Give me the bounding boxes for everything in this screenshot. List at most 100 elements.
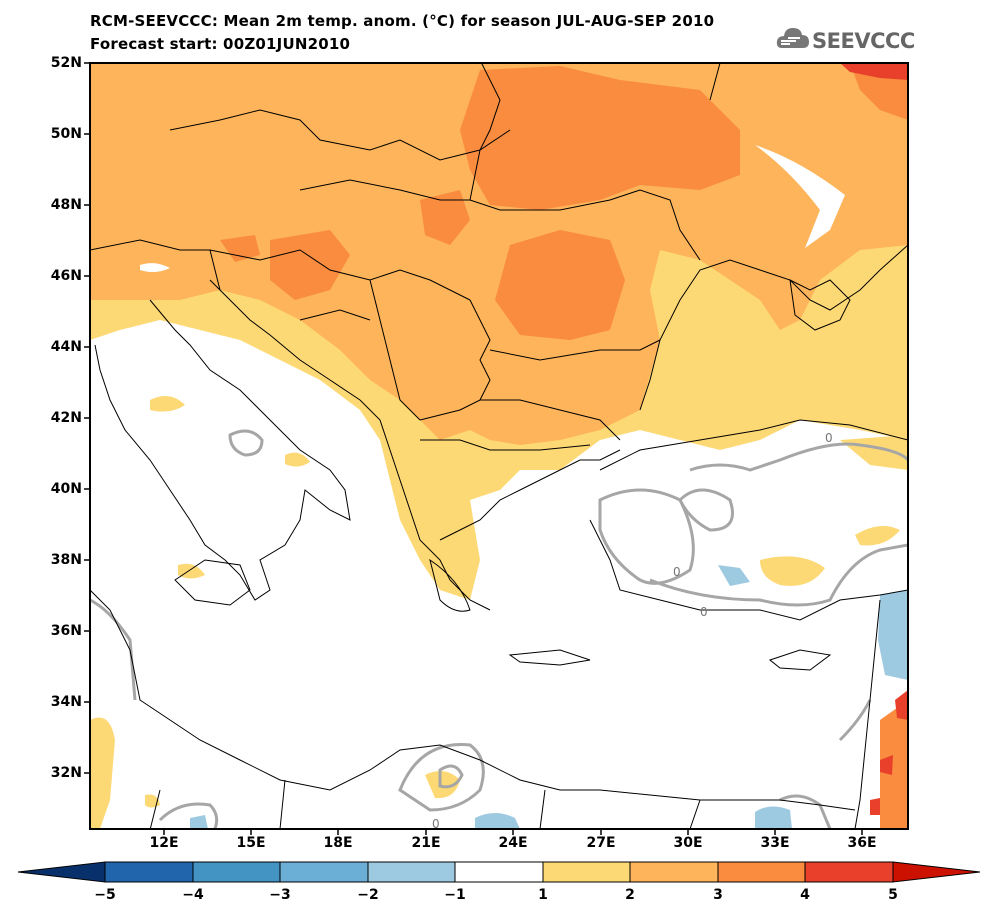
lon-label: 33E — [760, 835, 790, 851]
anomaly-region-3-4 — [420, 190, 470, 245]
anomaly-region-neg-1-2 — [718, 565, 750, 586]
coastline — [768, 649, 832, 671]
colorbar-segment — [104, 861, 194, 883]
colorbar-label: −2 — [357, 887, 379, 903]
anomaly-region-neg-1-2 — [878, 590, 908, 680]
country-border — [419, 399, 621, 441]
lon-label: 18E — [323, 835, 353, 851]
anomaly-region-1-2 — [855, 526, 900, 546]
anomaly-region-4-5 — [880, 755, 893, 775]
lat-label: 44N — [50, 339, 82, 355]
zero-contour — [228, 429, 264, 457]
near-zero-region — [140, 263, 170, 273]
anomaly-region-1-2 — [760, 556, 825, 586]
near-zero-region — [755, 145, 845, 248]
lat-label: 38N — [50, 552, 82, 568]
lat-label: 42N — [50, 410, 82, 426]
colorbar-label: −4 — [182, 887, 204, 903]
lat-label: 34N — [50, 694, 82, 710]
anomaly-region-1-2 — [285, 452, 310, 467]
zero-contour — [678, 488, 734, 532]
axis-ticks — [84, 62, 863, 835]
colorbar-segment — [804, 861, 894, 883]
coastlines-borders — [90, 63, 908, 829]
contour-labels: 0 0 0 0 — [432, 431, 833, 831]
anomaly-region-3-4 — [880, 700, 908, 829]
anomaly-region-3-4 — [495, 230, 625, 340]
lat-label: 46N — [50, 268, 82, 284]
anomaly-region-4-5 — [895, 690, 908, 720]
colorbar-label: 3 — [713, 887, 723, 903]
coastline — [589, 519, 908, 621]
colorbar — [17, 861, 981, 883]
lat-label: 48N — [50, 197, 82, 213]
contour-label: 0 — [432, 817, 440, 831]
contour-label: 0 — [700, 605, 708, 619]
country-border — [489, 339, 661, 361]
lon-label: 12E — [149, 835, 179, 851]
zero-contour — [598, 488, 695, 585]
anomaly-region-3-4 — [270, 230, 350, 300]
coastline — [789, 279, 851, 331]
seevccc-logo: SEEVCCC — [776, 22, 916, 58]
map-frame — [89, 62, 909, 830]
zero-contour — [649, 543, 908, 607]
colorbar-segment — [367, 861, 456, 883]
cloud-icon — [776, 28, 809, 48]
lat-label: 36N — [50, 623, 82, 639]
anomaly-region-4-5 — [840, 63, 908, 80]
colorbar-overflow-triangle — [892, 861, 981, 883]
forecast-start-subtitle: Forecast start: 00Z01JUN2010 — [90, 35, 351, 53]
country-border — [149, 779, 701, 829]
anomaly-fill-layer — [90, 63, 908, 829]
coastline — [508, 649, 591, 666]
lon-label: 21E — [411, 835, 441, 851]
anomaly-region-1-2 — [425, 771, 460, 799]
country-border — [299, 309, 371, 321]
logo-text: SEEVCCC — [812, 29, 915, 53]
country-border — [299, 179, 611, 211]
contour-label: 0 — [673, 565, 681, 579]
lat-label: 52N — [50, 55, 82, 71]
colorbar-label: −1 — [444, 887, 466, 903]
anomaly-region-1-2 — [178, 563, 205, 579]
country-border — [469, 63, 501, 201]
colorbar-label: 2 — [625, 887, 635, 903]
colorbar-label: −5 — [94, 887, 116, 903]
colorbar-underflow-triangle — [17, 861, 106, 883]
lon-label: 15E — [236, 835, 266, 851]
lon-label: 30E — [673, 835, 703, 851]
lon-label: 24E — [498, 835, 528, 851]
coastline — [429, 558, 471, 612]
colorbar-label: −3 — [269, 887, 291, 903]
contour-label: 0 — [825, 431, 833, 445]
anomaly-region-4-5 — [870, 798, 880, 815]
zero-contour — [838, 699, 872, 742]
colorbar-label: 1 — [538, 887, 548, 903]
anomaly-region-3-4 — [220, 235, 260, 262]
coastline — [854, 599, 881, 829]
coastline — [439, 449, 621, 541]
lat-label: 40N — [50, 481, 82, 497]
colorbar-segment — [454, 861, 544, 883]
zero-contour — [158, 802, 219, 829]
anomaly-region-neg-1-2 — [190, 815, 208, 829]
country-border — [420, 439, 591, 451]
anomaly-region-neg-1-2 — [475, 813, 520, 829]
coastline — [90, 589, 856, 811]
coastline — [599, 419, 908, 471]
anomaly-region-3-4 — [460, 66, 740, 210]
country-border — [369, 279, 421, 421]
country-border — [709, 63, 721, 101]
colorbar-segment — [542, 861, 631, 883]
colorbar-segment — [279, 861, 369, 883]
coastline — [94, 299, 351, 601]
lon-label: 27E — [586, 835, 616, 851]
country-border — [469, 299, 491, 401]
zero-contour — [438, 764, 464, 789]
anomaly-region-1-2 — [90, 717, 115, 829]
zero-contour — [689, 442, 908, 472]
country-border — [209, 249, 471, 301]
anomaly-region-1-2 — [150, 396, 185, 412]
